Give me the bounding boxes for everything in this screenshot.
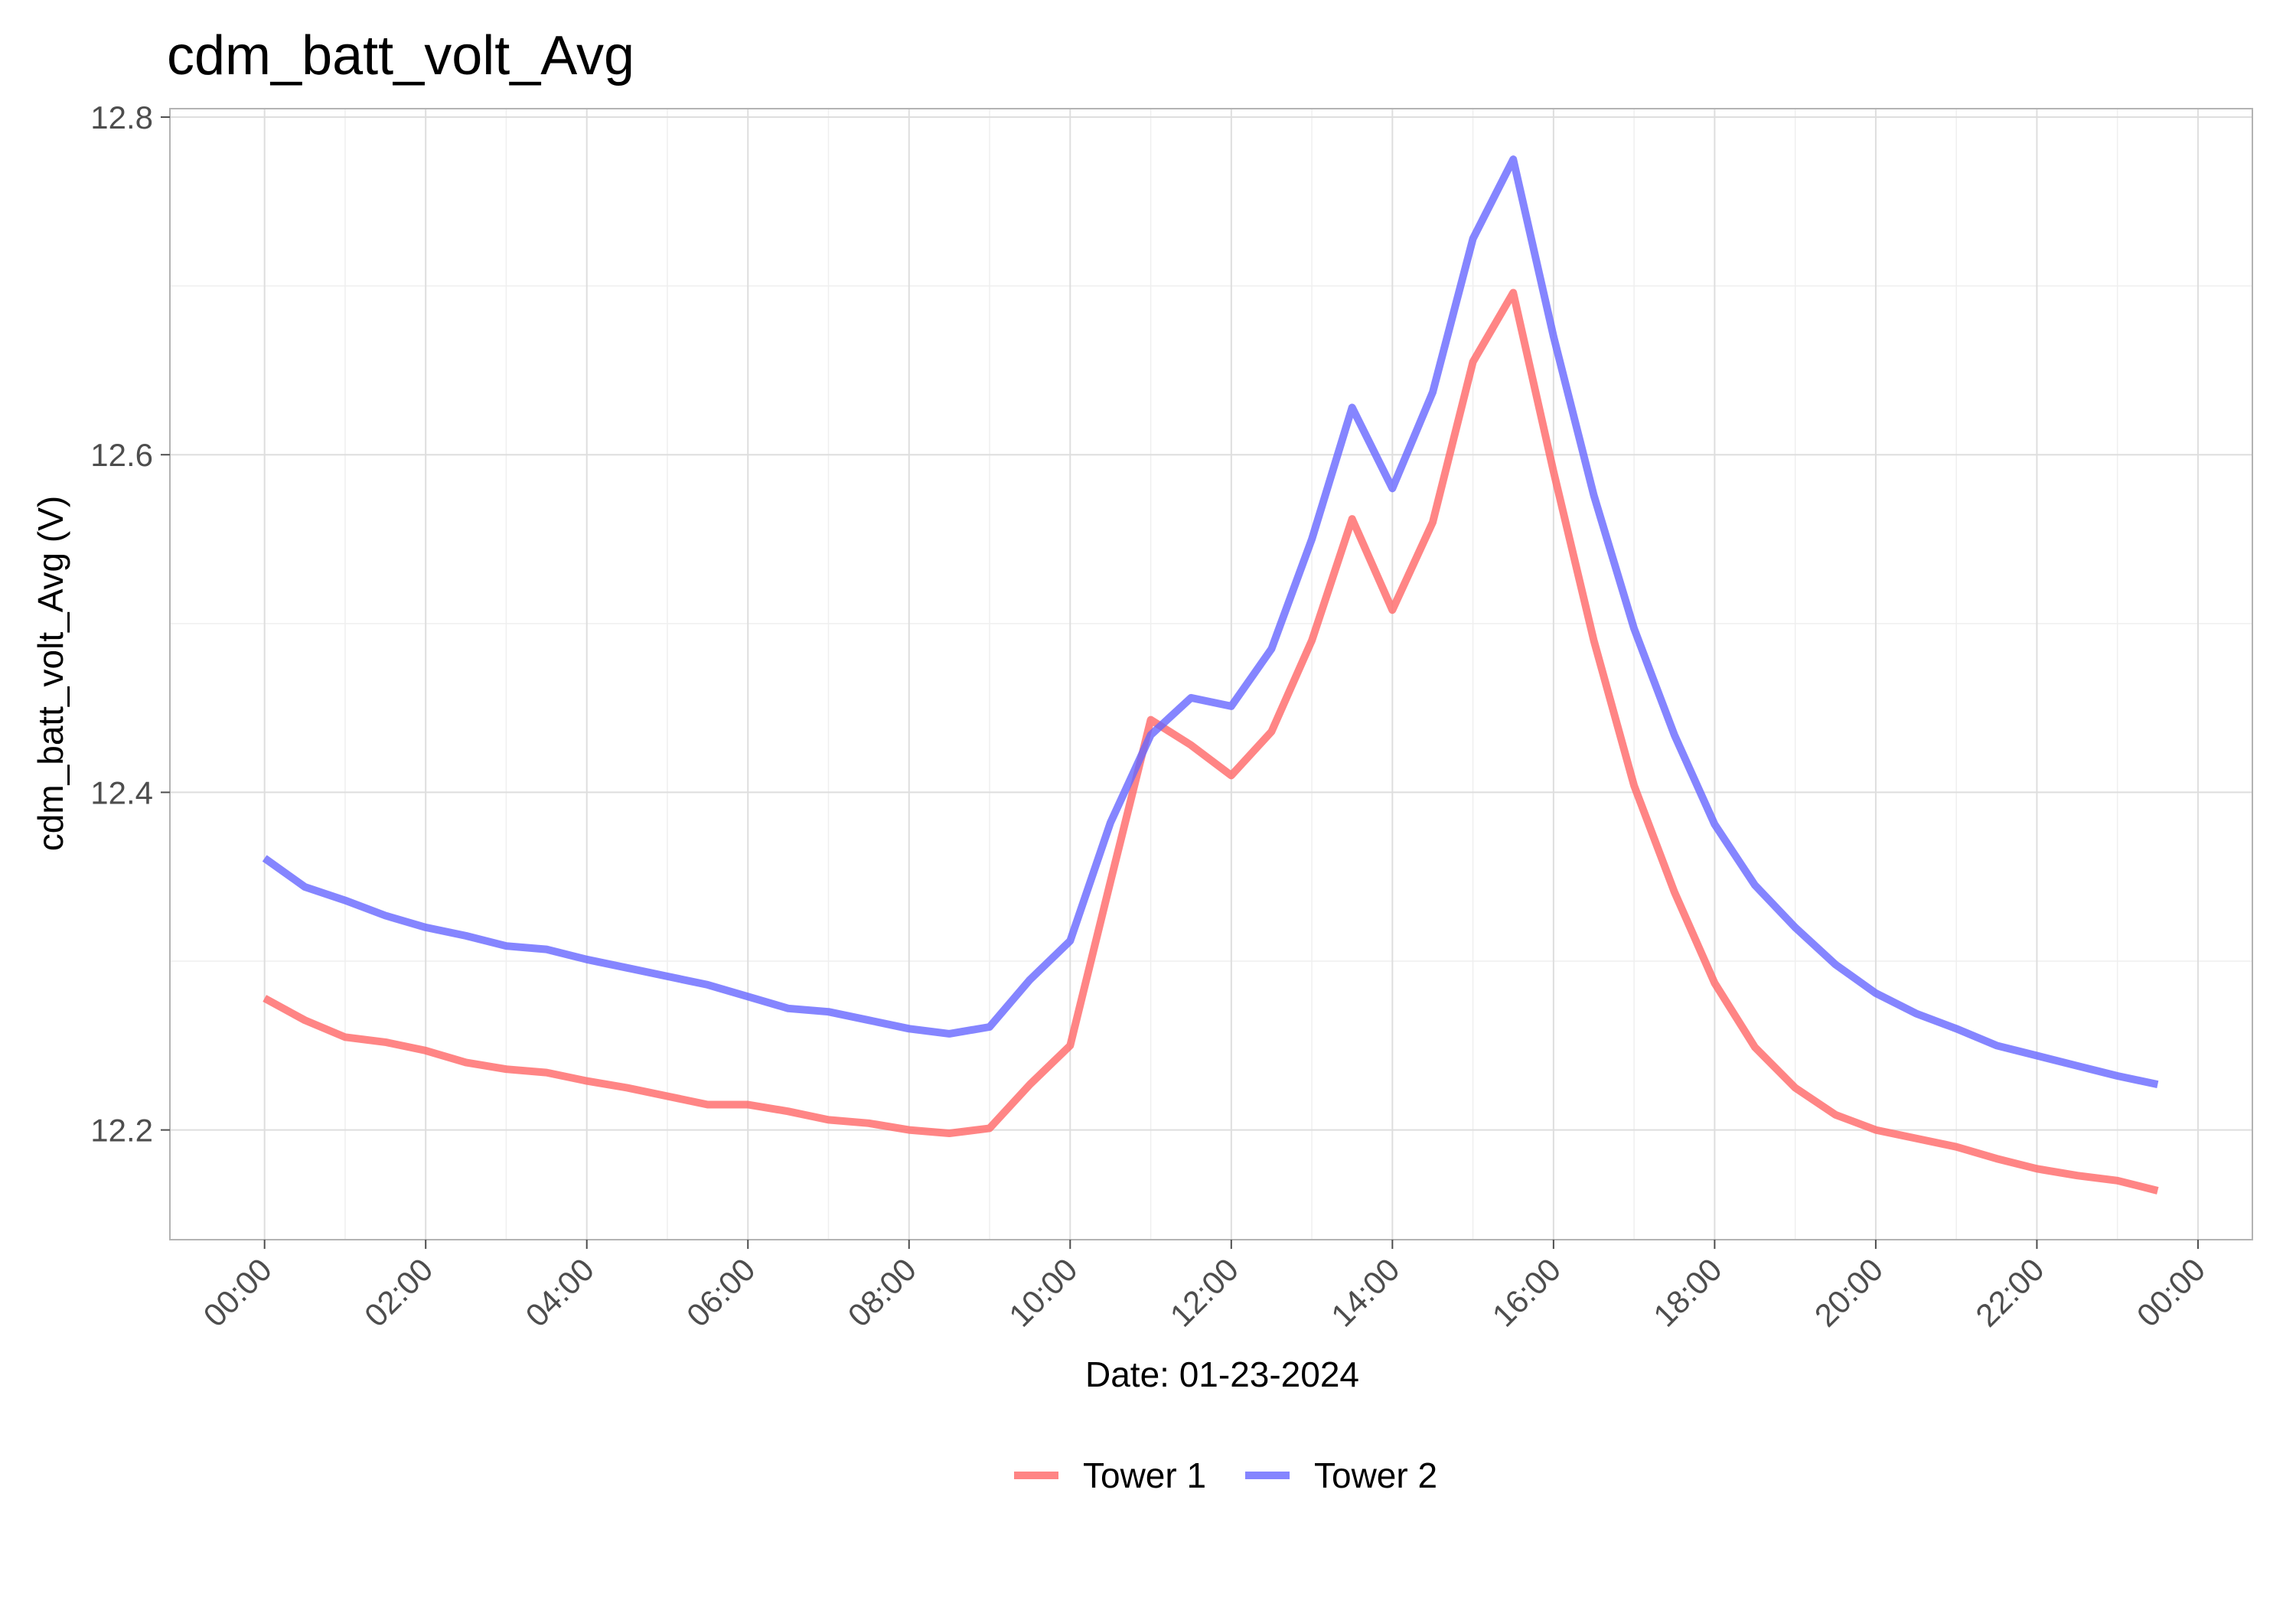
chart-title: cdm_batt_volt_Avg xyxy=(167,25,634,86)
y-axis-title: cdm_batt_volt_Avg (V) xyxy=(31,496,70,852)
legend-label-tower-2: Tower 2 xyxy=(1314,1455,1437,1495)
y-tick-label: 12.2 xyxy=(90,1113,153,1149)
y-tick-label: 12.6 xyxy=(90,437,153,473)
legend: Tower 1 Tower 2 xyxy=(1014,1455,1437,1495)
y-tick-label: 12.4 xyxy=(90,774,153,810)
major-gridlines xyxy=(170,109,2252,1240)
minor-gridlines xyxy=(170,109,2252,1240)
x-axis-title: Date: 01-23-2024 xyxy=(1085,1354,1359,1394)
y-tick-label: 12.8 xyxy=(90,99,153,135)
series-lines xyxy=(262,155,2159,1195)
plot-panel-border xyxy=(169,108,2253,1240)
y-axis: 12.2 12.4 12.6 12.8 xyxy=(90,99,170,1149)
series-line-tower-1 xyxy=(263,288,2159,1195)
legend-label-tower-1: Tower 1 xyxy=(1083,1455,1206,1495)
series-line-tower-2 xyxy=(262,155,2159,1088)
